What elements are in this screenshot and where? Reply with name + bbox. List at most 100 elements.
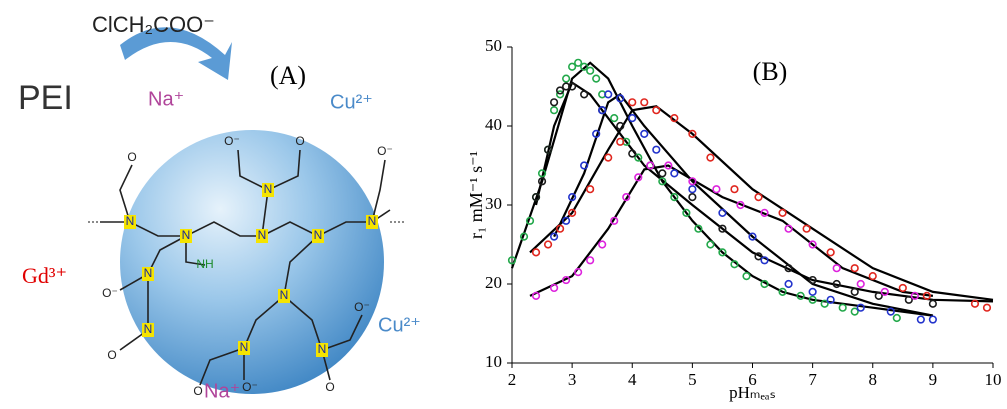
data-point (712, 185, 721, 194)
data-point (706, 153, 715, 162)
n-highlight (256, 229, 268, 243)
data-point (820, 299, 829, 308)
data-point (604, 153, 613, 162)
data-point (646, 161, 655, 170)
data-point (616, 94, 625, 103)
data-point (537, 169, 547, 178)
data-point (754, 193, 763, 202)
data-point (706, 240, 715, 249)
data-point (826, 248, 835, 257)
data-point (898, 283, 907, 293)
data-point (868, 272, 877, 281)
data-point (640, 98, 649, 107)
fit-line (510, 61, 934, 317)
data-point (519, 232, 529, 241)
data-point (760, 208, 769, 217)
atom-label: N (240, 340, 249, 354)
data-point (874, 291, 883, 300)
y-axis-label: r₁ mM⁻¹ s⁻¹ (466, 151, 486, 239)
data-point (622, 193, 631, 202)
data-point (736, 200, 745, 210)
data-point (610, 216, 619, 225)
data-point (922, 291, 931, 300)
data-point (634, 173, 643, 182)
data-point (574, 268, 583, 277)
data-point (670, 193, 679, 202)
data-point (562, 216, 571, 225)
atom-label: O⁻ (354, 300, 370, 314)
data-point (808, 287, 817, 297)
atom-label: N (258, 228, 267, 242)
data-point (634, 153, 643, 162)
panel-label: (A) (270, 61, 306, 90)
n-highlight (366, 215, 378, 229)
data-point (549, 106, 559, 115)
atom-label: N (264, 182, 273, 196)
data-point (640, 129, 649, 138)
atom-label: N (280, 288, 289, 302)
sphere (120, 130, 384, 394)
x-tick-label: 8 (869, 370, 878, 389)
data-point (531, 193, 541, 202)
atom-label: O⁻ (377, 144, 393, 158)
polymer: PEI (18, 79, 73, 117)
data-point (754, 252, 763, 261)
data-point (832, 279, 841, 289)
atom-label: O (295, 134, 304, 148)
data-point (832, 264, 841, 273)
data-point (850, 264, 859, 273)
data-point (549, 98, 559, 107)
data-point (652, 145, 661, 154)
x-tick-label: 9 (929, 370, 938, 389)
atom-label: O (193, 384, 202, 398)
data-point (688, 193, 697, 202)
data-point (658, 177, 667, 186)
atom-label: N (318, 342, 327, 356)
atom-label: O⁻ (102, 286, 118, 300)
n-highlight (316, 343, 328, 357)
data-point (568, 208, 577, 217)
chart-title: (B) (753, 57, 788, 86)
atom-label: N (126, 214, 135, 228)
data-point (604, 90, 613, 99)
data-point (970, 299, 980, 308)
gd-label: Gd³⁺ (22, 263, 67, 288)
data-point (568, 193, 577, 202)
data-point (718, 208, 727, 217)
data-point (730, 185, 739, 194)
fit-line (529, 164, 934, 297)
data-point (592, 129, 601, 138)
data-point (652, 106, 661, 115)
data-point (688, 177, 697, 186)
data-point (586, 66, 595, 75)
data-point (549, 283, 559, 293)
data-point (928, 299, 937, 308)
data-point (802, 224, 811, 233)
data-point (784, 279, 793, 289)
x-tick-label: 5 (688, 370, 697, 389)
data-point (784, 224, 793, 233)
data-point (586, 256, 595, 265)
data-point (880, 287, 889, 297)
data-point (670, 113, 679, 123)
data-point (531, 248, 541, 257)
data-point (555, 224, 565, 233)
x-axis-label: pHₘₑₐₛ (729, 383, 776, 402)
atom-label: N (144, 322, 153, 336)
n-highlight (238, 341, 250, 355)
n-highlight (142, 323, 154, 337)
y-tick-label: 20 (485, 273, 502, 292)
panel-a: Na⁺ Cu²⁺ Cu²⁺ Na⁺ N N N N N N N NH N N N N O O⁻ O⁻ O O⁻ O O⁻ O O… (102, 88, 421, 402)
data-point (916, 315, 925, 324)
data-point (904, 295, 913, 304)
data-point (592, 74, 601, 83)
ion-label: Na⁺ (204, 380, 240, 402)
ion-label: Cu²⁺ (378, 314, 421, 336)
bonds (100, 149, 391, 386)
data-point (982, 303, 992, 312)
data-point (664, 161, 673, 170)
y-tick-label: 40 (485, 115, 502, 134)
data-point (568, 82, 577, 91)
data-point (748, 232, 757, 241)
ion-label: Na⁺ (148, 88, 184, 110)
